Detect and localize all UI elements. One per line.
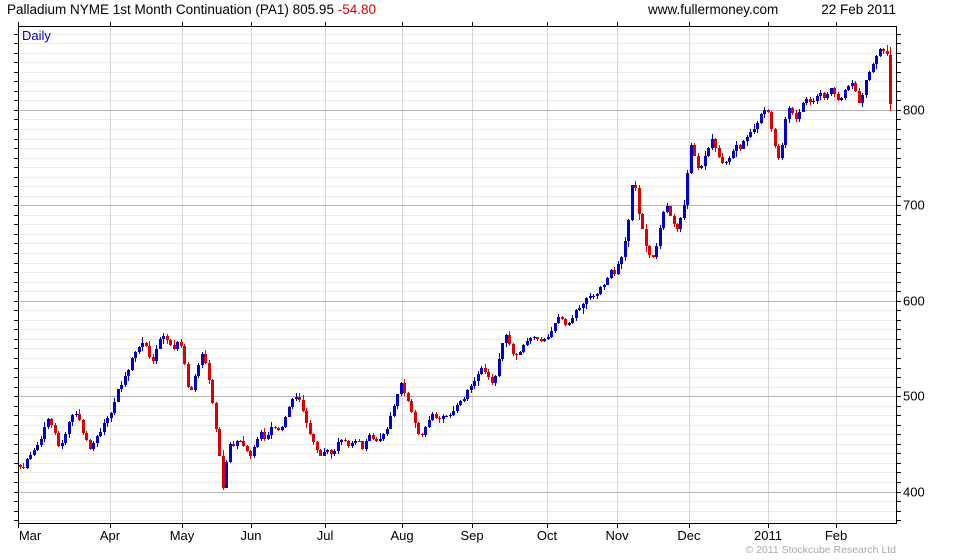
price-change: -54.80 (337, 2, 376, 17)
svg-text:May: May (170, 528, 195, 543)
website-text: www.fullermoney.com (648, 2, 779, 17)
svg-text:Mar: Mar (19, 528, 42, 543)
svg-text:800: 800 (903, 103, 925, 118)
svg-text:Jun: Jun (241, 528, 262, 543)
svg-text:Oct: Oct (537, 528, 558, 543)
svg-text:2011: 2011 (754, 528, 782, 543)
instrument-name: Palladium NYME 1st Month Continuation (P… (7, 2, 289, 17)
x-axis-labels: Mar Apr May Jun Jul Aug Sep Oct Nov Dec 2011 Feb (19, 528, 847, 543)
plot-border (18, 26, 897, 524)
svg-text:Jul: Jul (317, 528, 334, 543)
grid-major-lines (18, 110, 896, 493)
svg-text:Sep: Sep (460, 528, 483, 543)
svg-text:700: 700 (903, 198, 925, 213)
axis-ticks (14, 22, 901, 528)
svg-text:Feb: Feb (825, 528, 847, 543)
svg-text:Aug: Aug (390, 528, 413, 543)
grid-minor-lines (18, 34, 896, 521)
candlesticks (19, 45, 892, 490)
svg-text:600: 600 (903, 294, 925, 309)
timeframe-label: Daily (22, 28, 51, 43)
svg-text:400: 400 (903, 485, 925, 500)
copyright-text: © 2011 Stockcube Research Ltd (745, 544, 896, 556)
date-text: 22 Feb 2011 (821, 2, 896, 17)
last-price: 805.95 (292, 2, 334, 17)
y-axis-labels: 400 500 600 700 800 (903, 103, 925, 500)
chart-title: Palladium NYME 1st Month Continuation (P… (7, 2, 376, 17)
svg-text:500: 500 (903, 389, 925, 404)
svg-text:Dec: Dec (677, 528, 701, 543)
month-gridlines (110, 26, 837, 523)
svg-text:Nov: Nov (605, 528, 629, 543)
svg-text:Apr: Apr (100, 528, 121, 543)
